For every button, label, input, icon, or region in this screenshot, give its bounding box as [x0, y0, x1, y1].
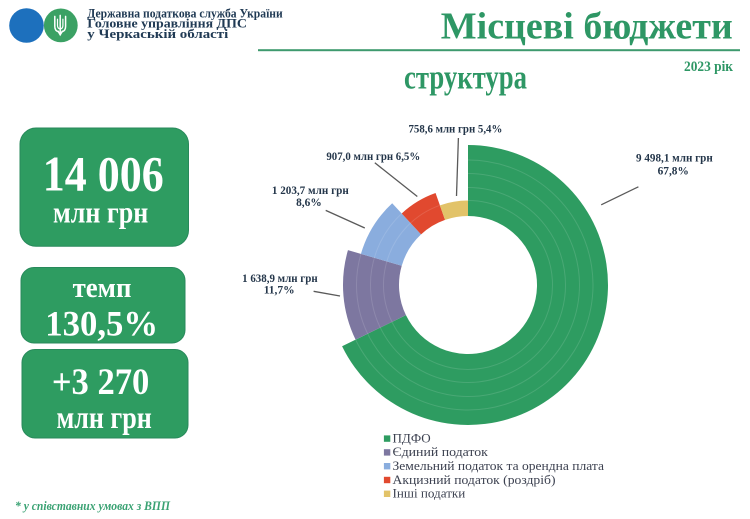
svg-text:11,7%: 11,7% — [264, 283, 295, 297]
svg-text:8,6%: 8,6% — [296, 195, 322, 209]
svg-text:67,8%: 67,8% — [658, 163, 689, 177]
svg-text:1 638,9 млн грн: 1 638,9 млн грн — [242, 271, 318, 285]
svg-text:1 203,7 млн грн: 1 203,7 млн грн — [272, 183, 349, 197]
svg-text:9 498,1 млн грн: 9 498,1 млн грн — [636, 151, 713, 165]
svg-text:ПДФО: ПДФО — [393, 431, 431, 445]
svg-text:14 006: 14 006 — [43, 146, 164, 202]
svg-text:млн грн: млн грн — [53, 194, 148, 229]
svg-text:млн грн: млн грн — [56, 399, 151, 435]
svg-text:907,0 млн грн 6,5%: 907,0 млн грн 6,5% — [326, 149, 420, 163]
svg-text:Земельний податок та орендна: Земельний податок та орендна плата — [393, 459, 605, 473]
svg-text:Місцеві бюджети: Місцеві бюджети — [441, 6, 733, 48]
svg-text:Інші податки: Інші податки — [393, 487, 466, 501]
svg-text:758,6 млн грн 5,4%: 758,6 млн грн 5,4% — [409, 121, 503, 135]
svg-text:у Черкаській області: у Черкаській області — [87, 27, 229, 41]
svg-text:Головне управління ДПС: Головне управління ДПС — [87, 17, 247, 31]
svg-text:* у співставних умовах з ВПП: * у співставних умовах з ВПП — [15, 499, 171, 513]
svg-text:Єдиний податок: Єдиний податок — [393, 445, 489, 459]
svg-text:Державна податкова служба Укра: Державна податкова служба України — [87, 7, 282, 21]
svg-text:+3 270: +3 270 — [52, 362, 150, 403]
svg-text:Акцизний податок (роздріб): Акцизний податок (роздріб) — [393, 473, 556, 487]
svg-text:2023 рік: 2023 рік — [684, 59, 734, 75]
svg-text:130,5%: 130,5% — [45, 303, 158, 343]
svg-text:темп: темп — [73, 273, 132, 304]
svg-text:структура: структура — [404, 60, 527, 97]
